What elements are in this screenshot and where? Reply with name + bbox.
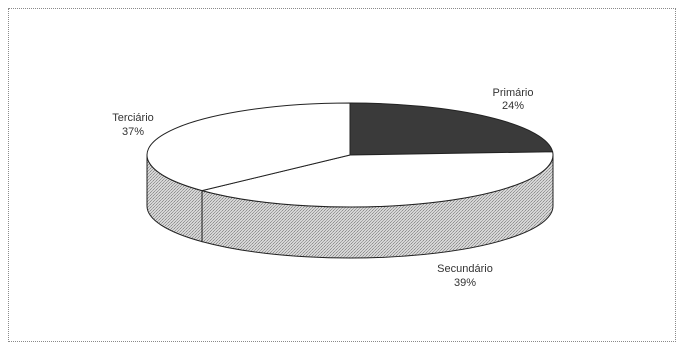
pie-slice-primario [349,102,554,156]
label-secundario-value: 39% [454,277,476,289]
label-primario-name: Primário [493,87,534,99]
pie-slice-terciario [146,102,351,192]
label-terciario-name: Terciário [112,112,154,124]
chart-frame [8,8,676,342]
pie-top-faces [146,102,554,208]
label-terciario-value: 37% [122,126,144,138]
label-secundario-name: Secundário [437,263,493,275]
pie-slice-secundario [201,151,554,208]
label-primario-value: 24% [502,100,524,112]
